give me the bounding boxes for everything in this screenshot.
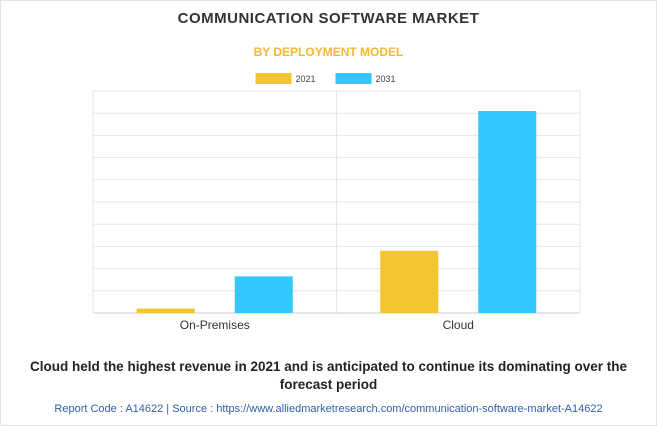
legend-label-2031: 2031 [376, 74, 396, 84]
bar-cloud-2021 [380, 250, 439, 313]
legend-swatch-2031 [335, 73, 372, 84]
source-footer: Report Code : A14622 | Source : https://… [54, 403, 603, 415]
chart-subtitle: BY DEPLOYMENT MODEL [253, 45, 404, 59]
caption-line-1: Cloud held the highest revenue in 2021 a… [29, 359, 628, 374]
legend-swatch-2021 [255, 73, 292, 84]
bar-cloud-2031 [478, 110, 537, 313]
x-tick-label: Cloud [443, 318, 474, 332]
bar-chart: On-Premises Cloud 2021 2031 [92, 73, 581, 332]
bar-on-premises-2021 [136, 308, 195, 313]
x-tick-label: On-Premises [180, 318, 250, 332]
chart-title: COMMUNICATION SOFTWARE MARKET [177, 10, 480, 27]
bar-on-premises-2031 [234, 276, 293, 313]
chart-caption: Cloud held the highest revenue in 2021 a… [0, 358, 657, 394]
caption-line-2: forecast period [279, 377, 378, 392]
legend-label-2021: 2021 [296, 74, 316, 84]
